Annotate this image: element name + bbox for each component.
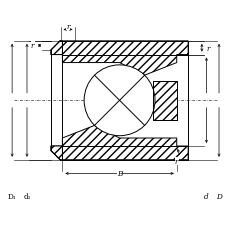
Polygon shape [152, 82, 176, 120]
Circle shape [84, 65, 154, 136]
Text: d: d [203, 192, 208, 200]
Polygon shape [51, 126, 187, 160]
Text: B: B [116, 170, 122, 178]
Text: r: r [206, 44, 210, 52]
Polygon shape [51, 146, 62, 160]
Text: D₁: D₁ [8, 192, 16, 200]
Text: r: r [31, 42, 34, 50]
Polygon shape [51, 42, 187, 76]
Polygon shape [51, 42, 62, 55]
Text: D: D [215, 192, 221, 200]
Text: r: r [174, 157, 178, 165]
Text: r: r [66, 23, 69, 31]
Text: d₁: d₁ [23, 192, 31, 200]
